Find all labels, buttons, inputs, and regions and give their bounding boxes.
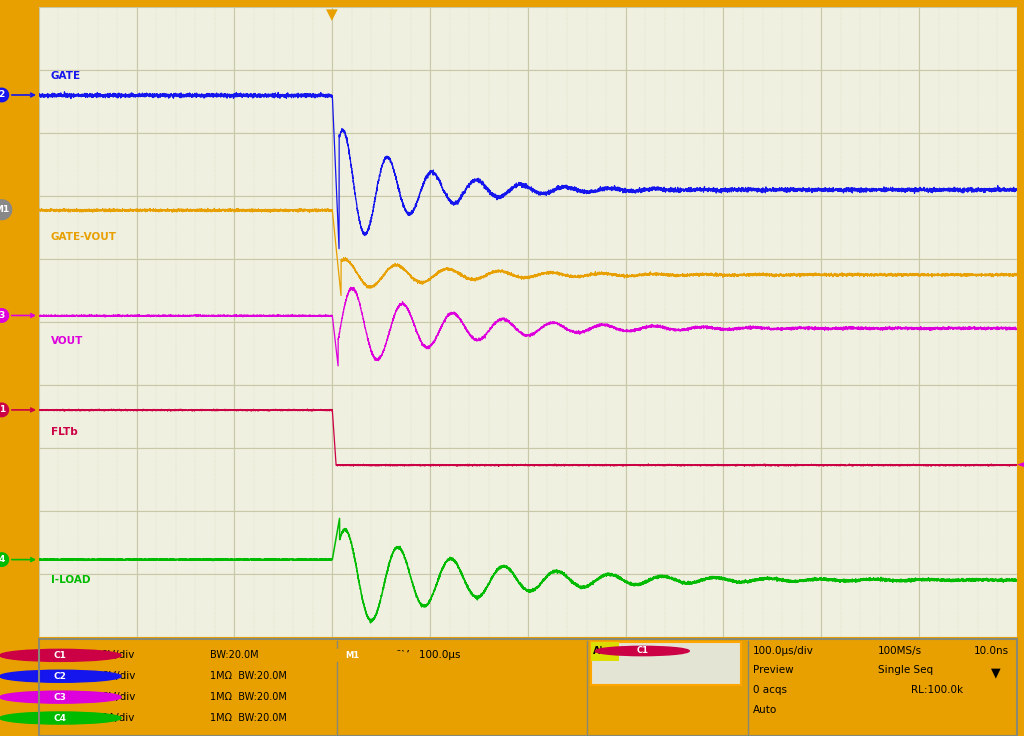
Text: I-LOAD: I-LOAD (50, 576, 90, 585)
Text: C3: C3 (54, 693, 67, 701)
Text: C4: C4 (54, 713, 67, 723)
Text: 20.0V/div: 20.0V/div (86, 671, 135, 682)
Text: GATE-VOUT: GATE-VOUT (50, 232, 117, 241)
Bar (592, 642, 618, 661)
Text: M1: M1 (345, 651, 358, 660)
Text: 3: 3 (0, 311, 34, 320)
Circle shape (291, 649, 413, 662)
Text: 100MS/s: 100MS/s (878, 646, 922, 656)
Circle shape (595, 646, 689, 656)
Text: FLTb: FLTb (50, 427, 78, 437)
Text: 10.0V   100.0μs: 10.0V 100.0μs (379, 651, 461, 660)
Text: 1MΩ  BW:20.0M: 1MΩ BW:20.0M (210, 671, 287, 682)
Text: ◄: ◄ (1017, 459, 1024, 471)
Text: VOUT: VOUT (50, 336, 83, 346)
FancyBboxPatch shape (592, 642, 741, 684)
Text: A': A' (593, 646, 604, 656)
Text: 10.0ns: 10.0ns (974, 646, 1009, 656)
Text: Preview: Preview (753, 665, 794, 676)
Text: C1: C1 (636, 646, 648, 656)
Text: 4: 4 (0, 555, 34, 564)
Text: 10.0V/div: 10.0V/div (86, 651, 135, 660)
Text: M1: M1 (0, 205, 34, 214)
Text: 1MΩ  BW:20.0M: 1MΩ BW:20.0M (210, 713, 287, 723)
Text: GATE: GATE (50, 71, 81, 81)
Text: BW:20.0M: BW:20.0M (210, 651, 259, 660)
Text: Normal: Normal (652, 669, 690, 679)
Text: 2: 2 (0, 91, 34, 99)
Text: ▼: ▼ (990, 666, 1000, 679)
Circle shape (0, 649, 121, 662)
Text: 20.0V/div: 20.0V/div (86, 692, 135, 702)
Text: ▼: ▼ (327, 7, 338, 22)
Text: RL:100.0k: RL:100.0k (911, 685, 964, 696)
Text: 0 acqs: 0 acqs (753, 685, 786, 696)
Text: 1MΩ  BW:20.0M: 1MΩ BW:20.0M (210, 692, 287, 702)
Circle shape (0, 712, 121, 724)
Text: 40.0A/div: 40.0A/div (86, 713, 135, 723)
Text: Auto: Auto (753, 705, 777, 715)
Text: ↘ 4.6V: ↘ 4.6V (668, 646, 703, 656)
Text: C1: C1 (54, 651, 67, 660)
Text: 100.0μs/div: 100.0μs/div (753, 646, 814, 656)
Text: Single Seq: Single Seq (878, 665, 933, 676)
Text: 1: 1 (0, 406, 34, 414)
Circle shape (0, 691, 121, 703)
Circle shape (0, 670, 121, 682)
Text: None: None (594, 669, 622, 679)
Text: C2: C2 (54, 672, 67, 681)
